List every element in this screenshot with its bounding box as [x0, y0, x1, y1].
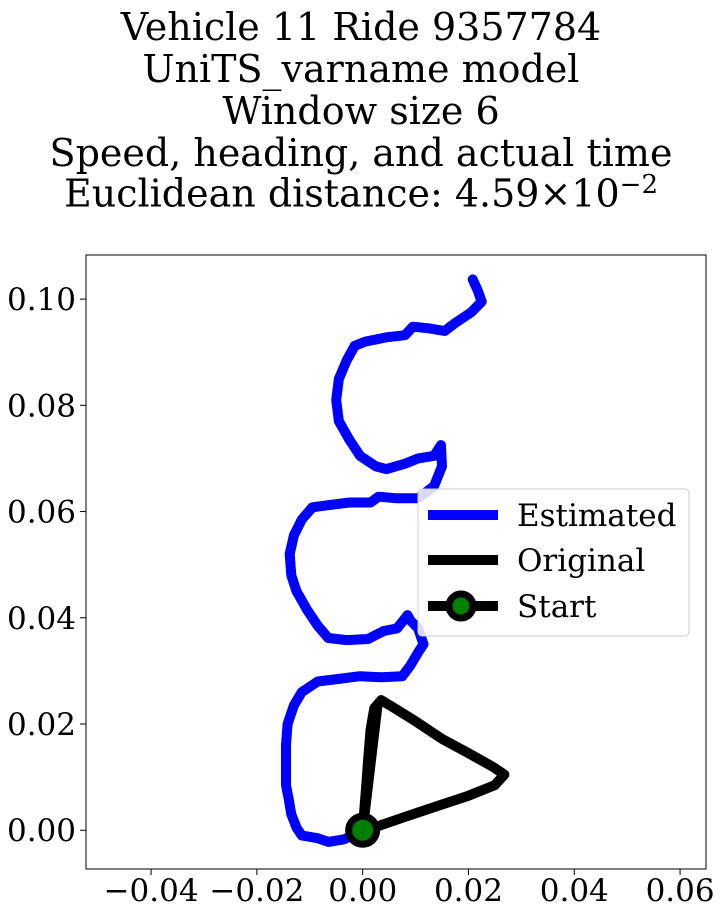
- y-tick-label: 0.06: [7, 495, 76, 531]
- series-line-estimated: [281, 274, 487, 847]
- legend-box: [417, 488, 690, 637]
- x-tick-label: −0.04: [104, 873, 199, 909]
- title-line-1: Vehicle 11 Ride 9357784: [120, 5, 602, 49]
- y-tick-label: 0.08: [7, 388, 76, 424]
- x-tick-label: 0.00: [328, 873, 397, 909]
- title-metric-mantissa: 4.59: [454, 171, 540, 216]
- title-metric-times: ×10: [539, 171, 620, 216]
- series-layer: [281, 274, 510, 848]
- y-tick-label: 0.04: [7, 601, 76, 637]
- y-tick-label: 0.10: [7, 282, 76, 318]
- axes-frame: [85, 254, 707, 870]
- start-marker: [345, 812, 381, 848]
- title-metric-exponent: −2: [619, 170, 658, 200]
- legend-label-original: Original: [517, 543, 645, 579]
- y-tick-label: 0.02: [7, 707, 76, 743]
- title-line-3: Window size 6: [222, 89, 500, 133]
- legend-label-estimated: Estimated: [517, 498, 676, 534]
- y-tick-label: 0.00: [7, 813, 76, 849]
- x-tick-label: 0.04: [540, 873, 609, 909]
- x-tick-label: 0.02: [434, 873, 503, 909]
- title-line-5: Euclidean distance: 4.59×10−2: [0, 172, 722, 213]
- legend-start-marker: [445, 590, 477, 622]
- x-tick-label: 0.06: [646, 873, 715, 909]
- ticks-layer: −0.04 −0.02 0.00 0.02 0.04 0.06 0.00 0.02 0.04 0.…: [7, 282, 715, 909]
- series-line-original: [357, 695, 510, 836]
- title-line-2: UniTS_varname model: [142, 47, 580, 91]
- title-line-4: Speed, heading, and actual time: [49, 131, 673, 175]
- x-tick-label: −0.02: [209, 873, 304, 909]
- legend-label-start: Start: [517, 589, 597, 625]
- title-metric-prefix: Euclidean distance:: [64, 171, 455, 216]
- legend: Estimated Original Start: [417, 488, 690, 637]
